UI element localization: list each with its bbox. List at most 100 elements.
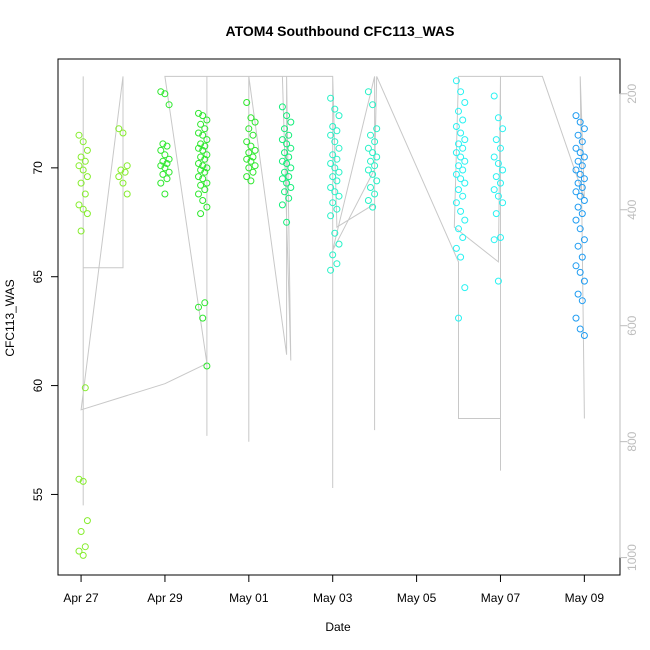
data-point [249, 131, 257, 139]
data-point [203, 151, 211, 159]
data-point [283, 218, 291, 226]
data-point [578, 162, 586, 170]
data-point [195, 303, 202, 311]
data-point [329, 123, 337, 130]
data-point [245, 125, 253, 133]
data-point [576, 118, 584, 126]
data-point [335, 144, 343, 152]
data-point [331, 105, 339, 113]
data-point [195, 160, 202, 167]
y2-tick-label: 400 [625, 199, 639, 219]
data-point [327, 184, 335, 191]
data-point [201, 168, 209, 176]
plot-area [57, 58, 621, 576]
data-point [81, 384, 89, 392]
data-point [81, 190, 89, 198]
data-point [197, 210, 205, 218]
data-point [159, 140, 167, 148]
data-point [580, 175, 588, 183]
data-point [576, 192, 584, 200]
data-point [576, 268, 584, 276]
data-point [195, 144, 202, 152]
data-point [243, 99, 251, 106]
data-point [574, 290, 582, 298]
x-tick-label: May 07 [481, 591, 521, 605]
data-point [578, 210, 586, 218]
data-point [327, 160, 335, 167]
x-tick-label: May 03 [313, 591, 353, 605]
data-point [367, 131, 374, 139]
data-point [123, 162, 131, 170]
data-point [251, 118, 259, 126]
data-point [492, 136, 500, 144]
data-point [199, 146, 207, 154]
data-point [249, 153, 257, 161]
data-point [499, 199, 507, 207]
data-point [281, 125, 288, 133]
data-point [452, 199, 460, 207]
data-point [243, 138, 251, 146]
data-point [195, 173, 202, 181]
data-point [201, 299, 209, 307]
x-axis: Apr 27 Apr 29 May 01 May 03 May 05 May 07 May … [63, 574, 605, 605]
data-point [278, 201, 286, 209]
data-point [497, 179, 504, 187]
data-point [285, 131, 293, 139]
data-point [578, 184, 586, 191]
data-point [283, 160, 291, 167]
data-point [283, 140, 291, 148]
data-point [247, 114, 255, 122]
data-point [367, 157, 374, 165]
data-point [364, 144, 372, 152]
data-point [79, 477, 87, 485]
data-point [574, 157, 582, 165]
data-point [369, 170, 377, 178]
data-point [333, 177, 341, 185]
data-point [199, 197, 207, 204]
chart-title: ATOM4 Southbound CFC113_WAS [226, 23, 455, 39]
data-point [157, 146, 165, 154]
data-point [455, 162, 462, 170]
data-point [77, 153, 85, 161]
data-point [161, 90, 169, 98]
data-point [333, 155, 341, 163]
data-point [457, 207, 465, 215]
data-point [77, 528, 85, 535]
data-point [327, 266, 335, 274]
data-point [578, 253, 586, 261]
data-point [329, 173, 337, 181]
y2-axis: 200 400 600 800 1000 [619, 83, 639, 571]
data-point [249, 168, 257, 176]
data-point [572, 262, 580, 270]
data-point [195, 129, 202, 137]
data-point [457, 129, 465, 137]
data-point [572, 314, 580, 322]
data-point [371, 162, 379, 170]
data-point [75, 131, 83, 139]
data-point [331, 188, 339, 196]
data-point [574, 131, 582, 139]
data-point [576, 170, 584, 178]
data-point [157, 179, 165, 187]
data-point [199, 175, 207, 183]
data-point [115, 125, 123, 133]
data-point [367, 184, 374, 191]
x-tick-label: Apr 29 [147, 591, 183, 605]
data-point [79, 205, 87, 213]
data-point [81, 543, 89, 551]
data-point [459, 116, 467, 124]
data-point [83, 146, 91, 154]
data-point [457, 175, 465, 183]
data-point [335, 112, 343, 120]
data-point [83, 173, 91, 181]
x-tick-label: May 09 [565, 591, 605, 605]
x-tick-label: May 01 [229, 591, 269, 605]
data-point [492, 210, 500, 218]
data-point [452, 123, 460, 130]
data-point [371, 190, 379, 198]
y2-tick-label: 600 [625, 315, 639, 335]
data-point [580, 197, 588, 204]
data-point [119, 129, 127, 137]
points-layer [75, 77, 588, 559]
data-point [327, 212, 335, 220]
